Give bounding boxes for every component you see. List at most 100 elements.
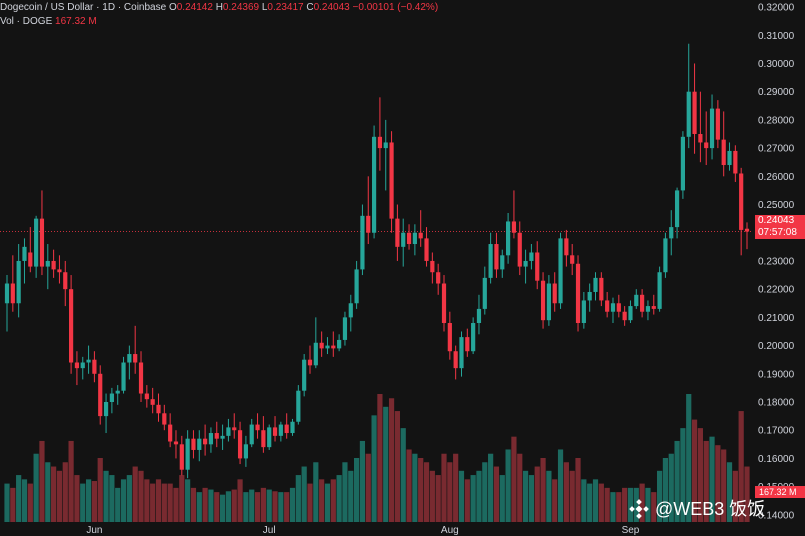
candle-body <box>92 359 97 374</box>
candle-body <box>10 283 15 304</box>
volume-bar <box>115 487 121 522</box>
candle-body <box>220 435 225 439</box>
candle-body <box>733 150 738 174</box>
candle-body <box>325 345 330 349</box>
volume-bar <box>167 483 173 522</box>
volume-label: Vol · DOGE <box>0 16 53 27</box>
volume-bar <box>633 487 639 522</box>
candle-body <box>575 263 581 324</box>
candle-body <box>494 244 499 270</box>
x-tick-label: Jul <box>263 525 276 536</box>
volume-bar <box>592 479 599 522</box>
volume-bar <box>563 462 569 522</box>
candle-body <box>645 306 651 312</box>
candle-body <box>179 444 184 470</box>
volume-bar <box>342 462 348 522</box>
candle-body <box>127 354 132 363</box>
change-value: −0.00101 (−0.42%) <box>352 2 439 13</box>
volume-bar <box>639 483 645 522</box>
candle-body <box>721 139 726 166</box>
candle-body <box>488 244 493 278</box>
volume-bar <box>604 487 610 522</box>
y-tick-label: 0.20000 <box>758 341 795 352</box>
candle-body <box>162 413 167 425</box>
candle-body <box>669 227 674 239</box>
candle-body <box>319 342 324 349</box>
y-tick-label: 0.26000 <box>758 172 795 183</box>
candle-body <box>401 232 406 247</box>
volume-bar <box>39 440 45 522</box>
candle-body <box>511 221 517 233</box>
candle-body <box>453 351 458 369</box>
x-tick-label: Jun <box>86 525 102 536</box>
volume-bar <box>674 440 680 522</box>
candle-body <box>68 289 74 363</box>
volume-bar <box>237 479 243 522</box>
volume-bar <box>301 466 307 522</box>
volume-bar <box>499 475 505 522</box>
candle-body <box>389 142 394 219</box>
candle-body <box>523 260 528 267</box>
close-label: C <box>306 2 314 13</box>
candle-body <box>302 359 307 391</box>
candle-body <box>354 269 359 304</box>
volume-bar <box>4 483 10 522</box>
y-tick-label: 0.29000 <box>758 87 795 98</box>
volume-bar <box>429 470 435 522</box>
volume-bar <box>109 475 115 522</box>
candle-body <box>243 444 248 459</box>
candle-body <box>173 441 179 445</box>
candle-body <box>313 342 318 366</box>
y-tick-label: 0.21000 <box>758 313 795 324</box>
volume-value: 167.32 M <box>55 16 97 27</box>
candle-body <box>471 323 476 352</box>
volume-bar <box>383 406 389 522</box>
candle-body <box>628 306 633 321</box>
volume-bar <box>703 440 709 522</box>
y-tick-label: 0.17000 <box>758 426 795 437</box>
candle-body <box>570 255 575 264</box>
y-tick-label: 0.16000 <box>758 454 795 465</box>
volume-bar <box>412 453 418 522</box>
candle-body <box>622 311 627 321</box>
candle-body <box>657 272 662 309</box>
volume-bar <box>208 489 214 522</box>
volume-bar <box>470 475 476 522</box>
candle-body <box>226 427 231 436</box>
symbol-title: Dogecoin / US Dollar · 1D · Coinbase <box>0 2 167 13</box>
candle-body <box>465 337 470 352</box>
volume-bar <box>91 481 97 522</box>
candle-body <box>698 134 703 143</box>
candle-body <box>366 215 371 233</box>
candle-body <box>133 354 138 363</box>
volume-bar <box>645 487 651 522</box>
volume-bar <box>260 487 266 522</box>
candle-body <box>436 272 441 284</box>
candle-body <box>587 291 592 301</box>
candle-body <box>605 300 610 312</box>
volume-bar <box>161 483 167 522</box>
volume-bar <box>27 483 33 522</box>
volume-bar <box>581 479 587 522</box>
volume-bar <box>435 475 441 522</box>
candle-body <box>459 337 464 369</box>
volume-bar <box>284 492 290 522</box>
volume-bar <box>16 475 22 522</box>
volume-bar <box>709 436 715 522</box>
candle-body <box>249 424 254 445</box>
volume-bar <box>738 411 744 522</box>
volume-bar <box>552 479 558 522</box>
candle-body <box>383 142 388 149</box>
y-tick-label: 0.27000 <box>758 144 795 155</box>
volume-bar <box>557 449 564 522</box>
symbol-legend: Dogecoin / US Dollar · 1D · Coinbase O0.… <box>0 2 438 13</box>
volume-bar <box>511 436 517 522</box>
volume-bar <box>307 483 313 522</box>
candle-body <box>185 438 190 470</box>
volume-bar <box>441 453 447 522</box>
volume-bar <box>575 458 581 522</box>
candle-body <box>121 362 126 391</box>
volume-bar <box>295 475 301 522</box>
watermark-logo-icon <box>629 499 649 519</box>
